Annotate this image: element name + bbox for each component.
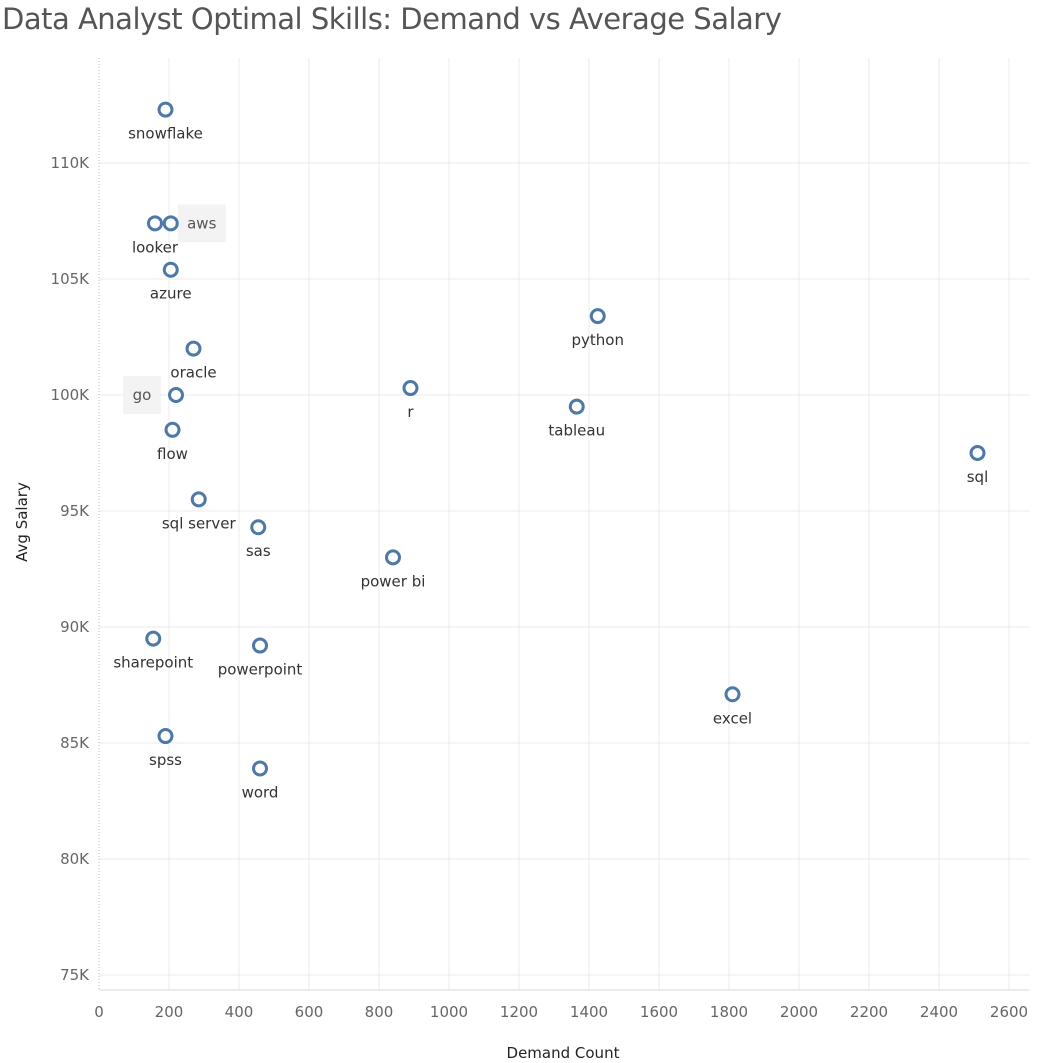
x-tick-label: 0 [94, 1003, 104, 1021]
point-label-flow: flow [157, 445, 188, 463]
x-tick-label: 2600 [990, 1003, 1028, 1021]
y-tick-label: 75K [60, 966, 90, 984]
x-tick-label: 800 [365, 1003, 394, 1021]
point-label-sql: sql [967, 468, 989, 486]
x-tick-label: 600 [295, 1003, 324, 1021]
data-point-sas[interactable] [250, 519, 267, 536]
point-label-powerpoint: powerpoint [218, 661, 303, 679]
y-tick-label: 85K [60, 734, 90, 752]
chart-title: Data Analyst Optimal Skills: Demand vs A… [2, 2, 782, 36]
data-point-powerpoint[interactable] [252, 637, 268, 654]
point-label-python: python [572, 331, 624, 349]
y-axis-title: Avg Salary [13, 482, 31, 562]
data-point-power-bi[interactable] [385, 549, 401, 566]
tick-labels: 0 200 400 600 800 1000 1200 1400 1600 1800 2000 220… [51, 154, 1029, 1021]
x-tick-label: 2200 [850, 1003, 888, 1021]
data-point-word[interactable] [252, 760, 268, 777]
x-tick-label: 1200 [500, 1003, 538, 1021]
point-label-power-bi: power bi [361, 572, 426, 590]
data-point-flow[interactable] [164, 421, 181, 438]
data-point-azure[interactable] [162, 261, 179, 278]
x-tick-label: 1800 [710, 1003, 748, 1021]
point-label-word: word [242, 784, 279, 802]
point-label-aws: aws [187, 214, 216, 232]
y-tick-label: 100K [51, 386, 91, 404]
point-label-tableau: tableau [548, 422, 605, 440]
point-label-r: r [407, 403, 414, 421]
x-tick-label: 2000 [780, 1003, 818, 1021]
grid-lines [99, 58, 1029, 990]
y-tick-label: 80K [60, 850, 90, 868]
x-tick-label: 200 [155, 1003, 184, 1021]
data-point-spss[interactable] [157, 728, 174, 745]
point-labels: snowflake looker aws azure python oracle r go ta… [113, 125, 988, 802]
point-label-azure: azure [150, 285, 192, 303]
data-point-snowflake[interactable] [157, 101, 174, 118]
data-point-oracle[interactable] [185, 340, 202, 357]
label-highlight-box [123, 376, 161, 414]
point-label-snowflake: snowflake [128, 125, 203, 143]
point-label-oracle: oracle [170, 364, 216, 382]
point-label-excel: excel [713, 709, 752, 727]
point-label-spss: spss [149, 751, 182, 769]
data-point-go[interactable] [168, 387, 184, 403]
data-point-python[interactable] [589, 308, 606, 325]
data-point-excel[interactable] [724, 686, 741, 703]
label-highlights [123, 204, 226, 414]
x-tick-label: 400 [225, 1003, 254, 1021]
data-point-sql[interactable] [969, 445, 986, 461]
point-label-sharepoint: sharepoint [113, 654, 193, 672]
data-point-sharepoint[interactable] [145, 630, 162, 647]
x-tick-label: 1400 [570, 1003, 608, 1021]
axes [98, 58, 1029, 991]
label-highlight-box [177, 204, 226, 243]
data-point-aws[interactable] [162, 215, 179, 232]
data-point-looker[interactable] [147, 215, 163, 232]
data-point-r[interactable] [402, 380, 419, 397]
y-tick-label: 105K [51, 270, 91, 288]
x-tick-label: 2400 [920, 1003, 958, 1021]
y-tick-label: 95K [60, 502, 90, 520]
data-point-sql-server[interactable] [190, 491, 207, 508]
x-tick-label: 1000 [430, 1003, 468, 1021]
point-label-sql-server: sql server [162, 514, 237, 532]
data-points [145, 101, 986, 777]
point-label-go: go [133, 386, 152, 404]
x-tick-label: 1600 [640, 1003, 678, 1021]
x-axis-title: Demand Count [507, 1044, 620, 1062]
data-point-tableau[interactable] [568, 398, 585, 415]
y-tick-label: 110K [51, 154, 91, 172]
point-label-sas: sas [246, 542, 271, 560]
point-label-looker: looker [132, 238, 179, 256]
y-tick-label: 90K [60, 618, 90, 636]
